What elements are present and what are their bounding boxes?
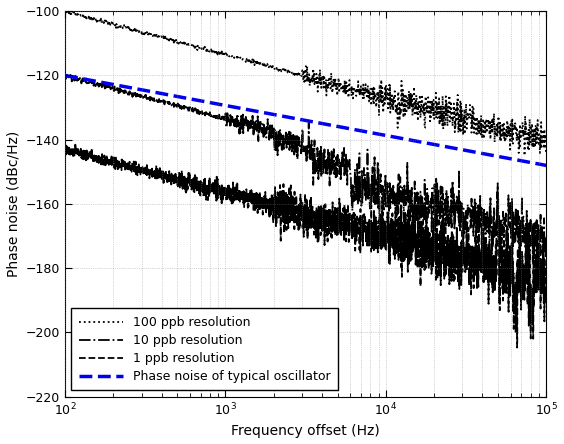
10 ppb resolution bbox=[61, 71, 68, 77]
10 ppb resolution bbox=[530, 259, 536, 264]
Line: 100 ppb resolution: 100 ppb resolution bbox=[65, 11, 547, 155]
100 ppb resolution bbox=[336, 84, 342, 90]
100 ppb resolution bbox=[61, 8, 68, 14]
100 ppb resolution bbox=[118, 24, 125, 29]
10 ppb resolution bbox=[266, 137, 272, 143]
10 ppb resolution bbox=[543, 237, 550, 242]
100 ppb resolution bbox=[99, 19, 105, 24]
1 ppb resolution bbox=[146, 170, 152, 175]
10 ppb resolution bbox=[284, 143, 291, 148]
10 ppb resolution bbox=[99, 82, 105, 87]
100 ppb resolution bbox=[284, 67, 291, 72]
1 ppb resolution bbox=[72, 142, 79, 147]
Legend: 100 ppb resolution, 10 ppb resolution, 1 ppb resolution, Phase noise of typical : 100 ppb resolution, 10 ppb resolution, 1… bbox=[71, 309, 338, 390]
10 ppb resolution bbox=[336, 157, 342, 162]
1 ppb resolution bbox=[543, 256, 550, 262]
1 ppb resolution bbox=[246, 195, 253, 200]
100 ppb resolution bbox=[276, 66, 283, 71]
100 ppb resolution bbox=[521, 153, 528, 158]
Y-axis label: Phase noise (dBc/Hz): Phase noise (dBc/Hz) bbox=[6, 131, 20, 277]
1 ppb resolution bbox=[534, 283, 540, 288]
100 ppb resolution bbox=[266, 64, 272, 70]
10 ppb resolution bbox=[118, 87, 125, 92]
1 ppb resolution bbox=[267, 197, 274, 202]
Line: 1 ppb resolution: 1 ppb resolution bbox=[65, 145, 547, 348]
Line: 10 ppb resolution: 10 ppb resolution bbox=[65, 74, 547, 262]
1 ppb resolution bbox=[482, 266, 488, 272]
10 ppb resolution bbox=[276, 141, 283, 146]
1 ppb resolution bbox=[117, 162, 124, 167]
1 ppb resolution bbox=[514, 345, 521, 350]
100 ppb resolution bbox=[543, 142, 550, 147]
X-axis label: Frequency offset (Hz): Frequency offset (Hz) bbox=[231, 424, 380, 438]
1 ppb resolution bbox=[61, 146, 68, 151]
